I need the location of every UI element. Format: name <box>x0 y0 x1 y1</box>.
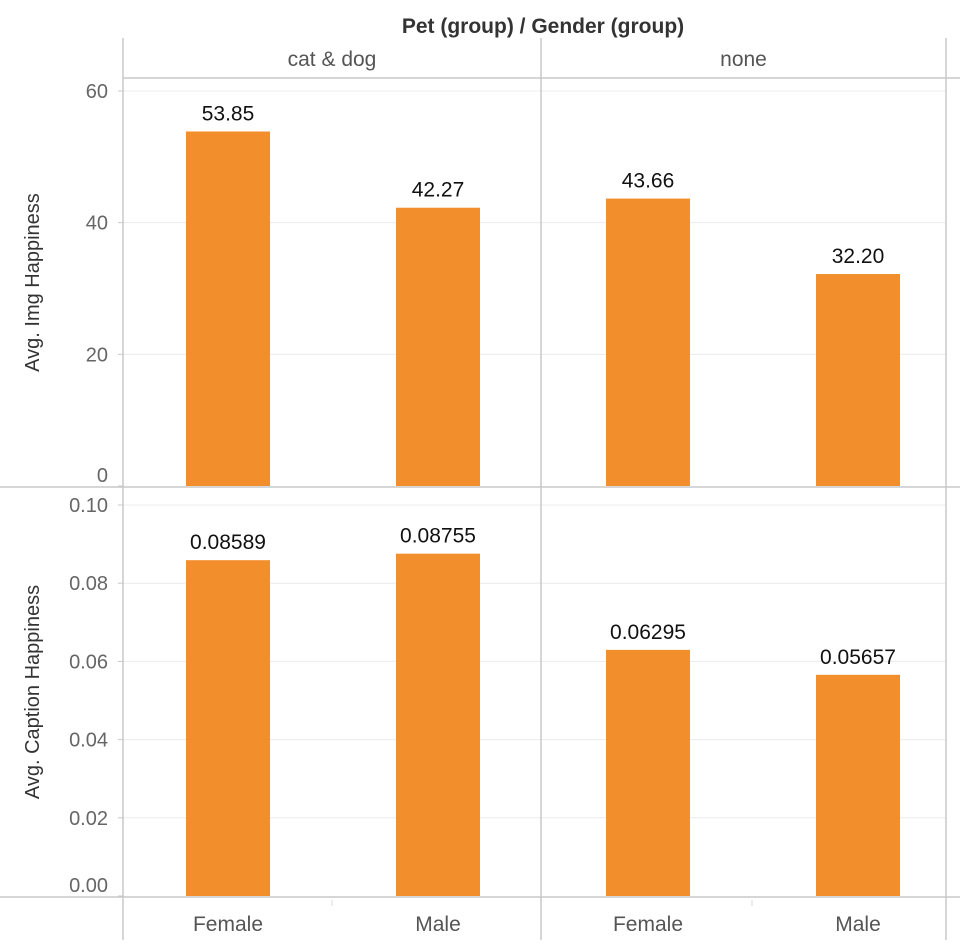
data-label: 0.06295 <box>610 621 686 644</box>
bar <box>186 560 270 896</box>
bar <box>396 207 480 486</box>
bar <box>606 649 690 896</box>
data-label: 32.20 <box>832 245 885 268</box>
bar <box>816 274 900 486</box>
x-category-label: Male <box>415 913 461 936</box>
column-header: cat & dog <box>288 48 377 71</box>
x-category-label: Female <box>193 913 263 936</box>
chart-title: Pet (group) / Gender (group) <box>402 15 684 38</box>
y-tick-label: 0.02 <box>69 808 108 830</box>
data-label: 0.08755 <box>400 525 476 548</box>
y-tick-label: 0 <box>97 465 108 487</box>
y-tick-label: 0.10 <box>69 495 108 517</box>
y-tick-label: 0.06 <box>69 651 108 673</box>
data-label: 53.85 <box>202 102 255 125</box>
bar <box>816 674 900 896</box>
data-label: 43.66 <box>622 170 675 193</box>
data-label: 0.08589 <box>190 531 266 554</box>
bar <box>606 198 690 487</box>
y-tick-label: 20 <box>86 344 108 366</box>
data-label: 0.05657 <box>820 646 896 669</box>
column-header: none <box>720 48 767 71</box>
bar <box>186 131 270 487</box>
x-category-label: Male <box>835 913 881 936</box>
y-axis-title: Avg. Caption Happiness <box>22 585 44 799</box>
y-tick-label: 0.00 <box>69 875 108 897</box>
data-label: 42.27 <box>412 179 465 202</box>
bar <box>396 553 480 896</box>
y-axis-title: Avg. Img Happiness <box>22 193 44 372</box>
y-tick-label: 0.08 <box>69 573 108 595</box>
y-tick-label: 0.04 <box>69 730 108 752</box>
y-tick-label: 40 <box>86 213 108 235</box>
x-category-label: Female <box>613 913 683 936</box>
y-tick-label: 60 <box>86 81 108 103</box>
